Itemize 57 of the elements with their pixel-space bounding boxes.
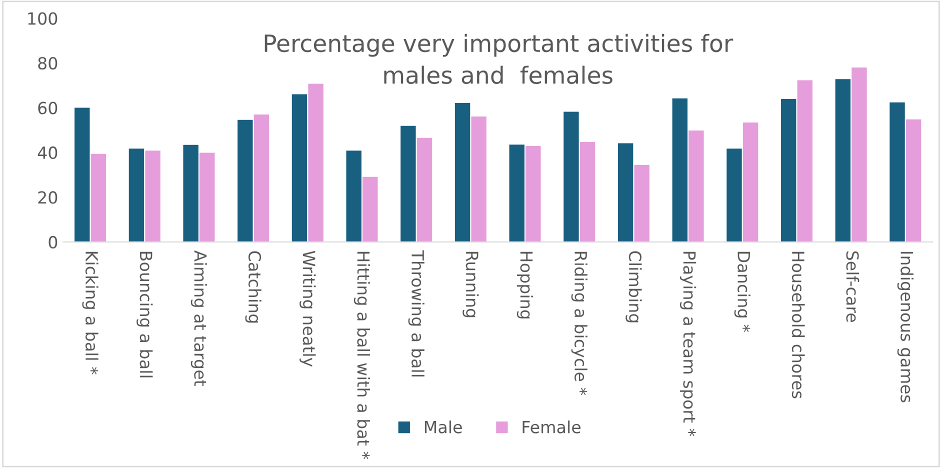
y-tick-label: 80 <box>38 56 58 70</box>
x-tick-label: Catching <box>245 251 262 323</box>
x-tick-label: Household chores <box>792 252 805 398</box>
bar <box>238 120 253 242</box>
x-tick-label: Climbing <box>626 251 642 322</box>
x-tick-label: Writing neatly <box>300 250 316 367</box>
bar <box>852 67 867 242</box>
bar <box>509 144 524 242</box>
x-tick-label: Indigenous games <box>897 252 914 402</box>
bar <box>200 152 215 242</box>
x-tick-label: Hitting a ball with a bat * <box>354 252 370 460</box>
bar <box>634 165 650 242</box>
x-tick-label: Kicking a ball * <box>82 252 98 374</box>
bar <box>797 80 812 242</box>
bar <box>564 112 579 242</box>
x-tick-label: Throwing a ball <box>408 250 424 376</box>
bar <box>672 98 688 242</box>
bar <box>346 150 362 242</box>
x-tick-label: Running <box>462 252 479 318</box>
bar <box>890 102 905 242</box>
bar <box>471 116 486 242</box>
bar <box>416 138 432 242</box>
x-tick-label: Aiming at target <box>190 250 208 386</box>
bar <box>145 150 160 242</box>
bar <box>128 148 144 242</box>
legend-label: Male <box>424 420 462 434</box>
y-tick-label: 0 <box>48 236 58 249</box>
bar <box>780 99 796 242</box>
bar <box>688 130 704 242</box>
x-tick-label: Dancing * <box>734 252 750 332</box>
bar <box>580 142 596 242</box>
x-tick-label: Bouncing a ball <box>136 252 153 378</box>
bar <box>526 146 541 242</box>
bar <box>308 84 324 242</box>
bar <box>454 103 470 242</box>
bar <box>742 122 758 242</box>
bar <box>254 114 270 242</box>
text: Percentage very important activities for males and females <box>264 34 734 84</box>
x-tick-label: Playing a team sport * <box>680 252 696 436</box>
bar <box>726 148 742 242</box>
bar <box>90 154 106 242</box>
bar <box>618 143 634 242</box>
bar <box>292 94 308 242</box>
bar <box>74 108 90 242</box>
bar <box>183 144 198 242</box>
bar <box>906 119 922 242</box>
x-tick-label: Hopping <box>516 252 534 318</box>
y-tick-label: 20 <box>38 191 58 204</box>
y-tick-label: 40 <box>38 146 58 160</box>
bar <box>835 79 851 242</box>
y-tick-label: 100 <box>28 12 58 25</box>
x-tick-label: Riding a bicycle * <box>571 252 588 396</box>
bar <box>400 126 416 242</box>
bar <box>362 176 378 242</box>
legend-label: Female <box>522 420 580 434</box>
y-tick-label: 60 <box>38 102 58 114</box>
x-tick-label: Self-care <box>846 251 860 322</box>
